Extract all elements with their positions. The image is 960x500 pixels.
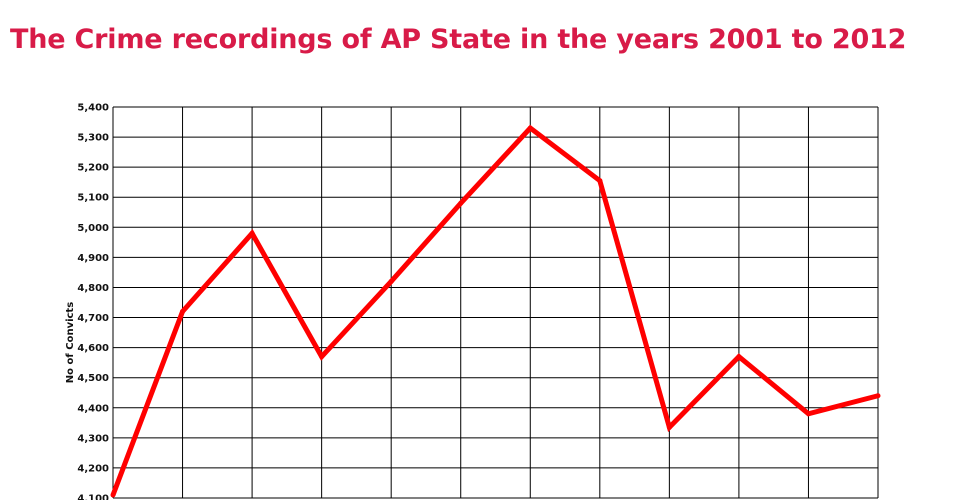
y-tick-label: 5,000 bbox=[77, 223, 109, 234]
y-axis-ticks: 4,100 4,200 4,300 4,400 4,500 4,600 4,700 4,800… bbox=[77, 103, 109, 500]
y-tick-label: 4,800 bbox=[77, 283, 109, 294]
data-point-2001 bbox=[110, 492, 116, 498]
series-line bbox=[110, 124, 879, 496]
data-point-2011 bbox=[805, 411, 811, 417]
data-point-2010 bbox=[736, 354, 742, 360]
series-layer bbox=[110, 124, 879, 496]
y-tick-label: 4,500 bbox=[77, 373, 109, 384]
y-tick-label: 4,700 bbox=[77, 313, 109, 324]
data-point-2002 bbox=[180, 309, 186, 315]
point-layer bbox=[110, 125, 881, 498]
y-tick-label: 5,100 bbox=[77, 193, 109, 204]
y-tick-label: 4,400 bbox=[77, 403, 109, 414]
y-tick-label: 4,600 bbox=[77, 343, 109, 354]
data-point-2005 bbox=[388, 278, 394, 284]
y-tick-label: 4,900 bbox=[77, 253, 109, 264]
data-point-2012 bbox=[875, 393, 881, 399]
data-point-2008 bbox=[597, 178, 603, 184]
y-tick-label: 5,300 bbox=[77, 133, 109, 144]
data-point-2006 bbox=[458, 200, 464, 206]
data-point-2007 bbox=[527, 125, 533, 131]
y-tick-label: 4,100 bbox=[77, 494, 109, 500]
data-point-2003 bbox=[249, 230, 255, 236]
data-point-2009 bbox=[666, 424, 672, 430]
y-tick-label: 5,400 bbox=[77, 103, 109, 114]
y-tick-label: 4,200 bbox=[77, 463, 109, 474]
y-tick-label: 5,200 bbox=[77, 163, 109, 174]
y-axis-label: No of Convicts bbox=[65, 302, 76, 383]
chart-title: The Crime recordings of AP State in the … bbox=[10, 24, 907, 55]
data-point-2004 bbox=[319, 354, 325, 360]
y-tick-label: 4,300 bbox=[77, 433, 109, 444]
chart-grid bbox=[112, 106, 879, 499]
